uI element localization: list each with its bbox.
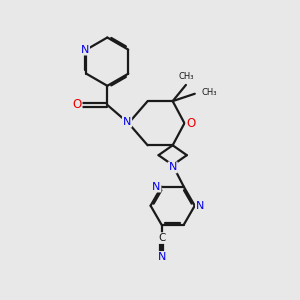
Text: O: O — [72, 98, 82, 111]
Text: CH₃: CH₃ — [201, 88, 217, 97]
Text: C: C — [158, 233, 165, 243]
Text: N: N — [169, 162, 177, 172]
Text: N: N — [158, 252, 166, 262]
Text: CH₃: CH₃ — [178, 72, 194, 81]
Text: N: N — [152, 182, 160, 192]
Text: N: N — [81, 45, 89, 55]
Text: N: N — [123, 117, 131, 127]
Text: O: O — [186, 117, 196, 130]
Text: N: N — [196, 201, 204, 211]
